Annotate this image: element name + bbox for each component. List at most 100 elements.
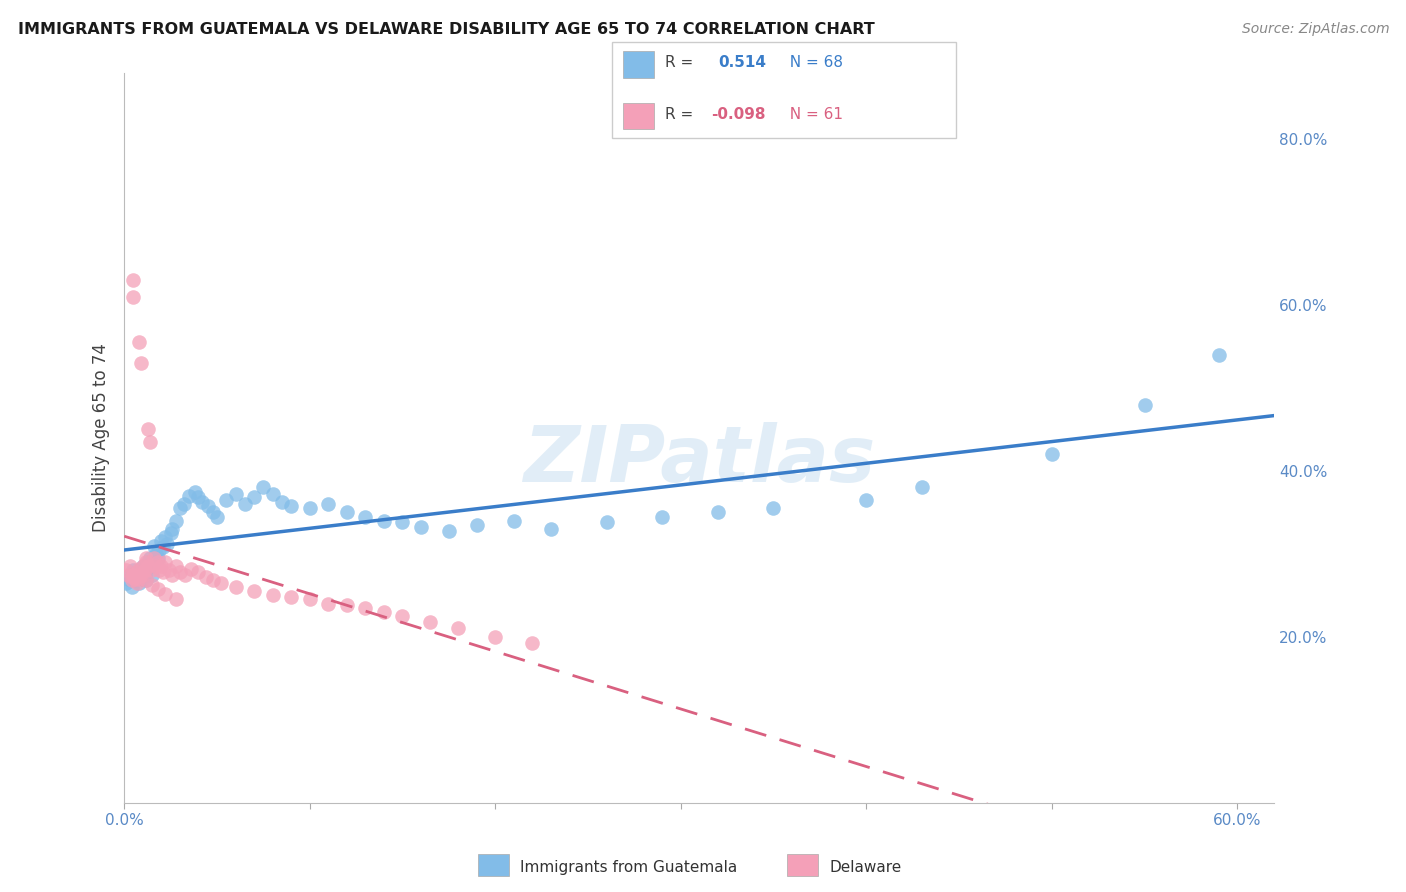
Text: ZIPatlas: ZIPatlas — [523, 422, 876, 498]
Point — [225, 580, 247, 594]
Point — [855, 492, 877, 507]
Point — [1133, 398, 1156, 412]
Point — [1040, 447, 1063, 461]
Point — [202, 574, 225, 588]
Point — [148, 563, 170, 577]
Point — [117, 572, 139, 586]
Point — [153, 555, 176, 569]
Point — [150, 559, 173, 574]
Point — [194, 570, 217, 584]
Point — [209, 575, 232, 590]
Point — [118, 559, 141, 574]
Point — [128, 565, 150, 579]
Point — [150, 534, 173, 549]
Point — [132, 572, 155, 586]
Point — [122, 563, 145, 577]
Text: Source: ZipAtlas.com: Source: ZipAtlas.com — [1241, 22, 1389, 37]
Point — [173, 497, 195, 511]
Point — [141, 559, 163, 574]
Point — [156, 537, 179, 551]
Point — [146, 551, 169, 566]
Point — [115, 575, 138, 590]
Point — [280, 590, 302, 604]
Text: Delaware: Delaware — [830, 860, 901, 875]
Point — [280, 499, 302, 513]
Point — [135, 555, 157, 569]
Point — [141, 563, 163, 577]
Point — [127, 565, 149, 579]
Point — [187, 491, 209, 505]
Point — [174, 567, 197, 582]
Point — [243, 584, 266, 599]
Point — [179, 489, 201, 503]
Point — [146, 582, 169, 596]
Point — [191, 495, 214, 509]
Point — [141, 578, 163, 592]
Point — [121, 570, 143, 584]
Point — [197, 499, 219, 513]
Text: N = 68: N = 68 — [780, 55, 844, 70]
Point — [135, 574, 157, 588]
Point — [153, 530, 176, 544]
Point — [180, 562, 202, 576]
Point — [373, 514, 395, 528]
Point — [124, 572, 146, 586]
Point — [262, 588, 284, 602]
Point — [129, 562, 152, 576]
Point — [262, 487, 284, 501]
Point — [145, 559, 167, 574]
Point — [354, 600, 377, 615]
Point — [162, 567, 184, 582]
Point — [139, 551, 162, 566]
Point — [165, 514, 187, 528]
Point — [169, 565, 191, 579]
Point — [129, 567, 152, 582]
Point — [522, 636, 544, 650]
Point — [134, 567, 156, 582]
Point — [117, 567, 139, 582]
Point — [146, 555, 169, 569]
Point — [135, 563, 157, 577]
Point — [135, 574, 157, 588]
Point — [132, 559, 155, 574]
Point — [447, 622, 470, 636]
Point — [139, 434, 162, 449]
Point — [159, 526, 181, 541]
Point — [391, 516, 413, 530]
Point — [132, 567, 155, 582]
Point — [484, 630, 506, 644]
Point — [153, 586, 176, 600]
Point — [124, 574, 146, 588]
Text: IMMIGRANTS FROM GUATEMALA VS DELAWARE DISABILITY AGE 65 TO 74 CORRELATION CHART: IMMIGRANTS FROM GUATEMALA VS DELAWARE DI… — [18, 22, 875, 37]
Point — [165, 592, 187, 607]
Point — [145, 547, 167, 561]
Point — [298, 592, 321, 607]
Point — [121, 580, 143, 594]
Point — [336, 505, 359, 519]
Point — [419, 615, 441, 629]
Point — [132, 559, 155, 574]
Point — [437, 524, 460, 538]
Point — [336, 598, 359, 612]
Point — [373, 605, 395, 619]
Point — [135, 551, 157, 566]
Point — [121, 574, 143, 588]
Point — [651, 509, 673, 524]
Point — [148, 542, 170, 557]
Point — [409, 520, 432, 534]
Point — [127, 575, 149, 590]
Point — [215, 492, 238, 507]
Point — [252, 481, 274, 495]
Point — [911, 481, 934, 495]
Point — [141, 567, 163, 582]
Point — [134, 563, 156, 577]
Point — [233, 497, 256, 511]
Point — [187, 565, 209, 579]
Point — [465, 517, 488, 532]
Point — [118, 567, 141, 582]
Point — [502, 514, 524, 528]
Point — [152, 540, 174, 554]
Point — [157, 563, 180, 577]
Point — [128, 562, 150, 576]
Point — [298, 501, 321, 516]
